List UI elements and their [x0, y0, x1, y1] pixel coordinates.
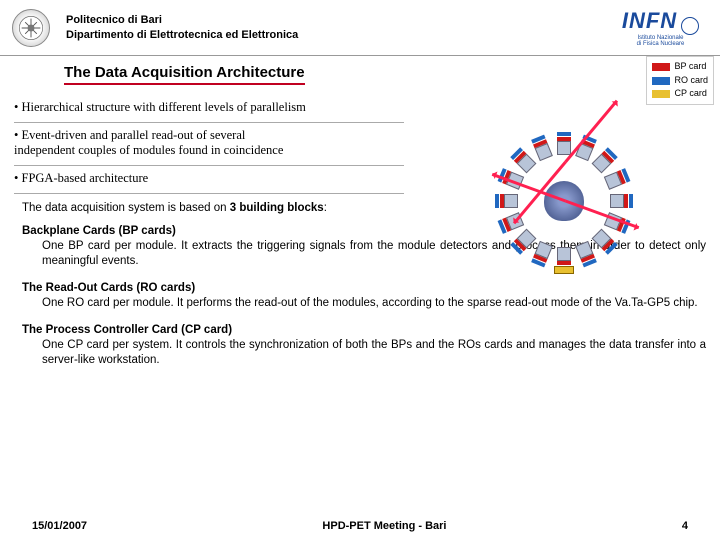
legend-ro-swatch — [652, 77, 670, 85]
detector-module — [600, 168, 631, 192]
poliba-logo — [12, 9, 50, 47]
institution-name: Politecnico di Bari — [66, 13, 613, 28]
header-text: Politecnico di Bari Dipartimento di Elet… — [66, 13, 613, 43]
detector-module — [589, 226, 619, 256]
infn-text: INFN — [622, 8, 677, 33]
slide-header: Politecnico di Bari Dipartimento di Elet… — [0, 0, 720, 56]
footer-date: 15/01/2007 — [32, 520, 87, 532]
department-name: Dipartimento di Elettrotecnica ed Elettr… — [66, 28, 613, 43]
ring-diagram: BP card RO card CP card — [424, 56, 714, 271]
slide-title: The Data Acquisition Architecture — [64, 64, 305, 85]
legend-bp-swatch — [652, 63, 670, 71]
infn-sub2: di Fisica Nucleare — [637, 41, 685, 47]
legend-ro: RO card — [652, 74, 708, 88]
legend-bp: BP card — [652, 60, 708, 74]
bullet-1: • Hierarchical structure with different … — [14, 95, 404, 123]
slide-content: The Data Acquisition Architecture • Hier… — [0, 56, 720, 368]
block-ro: The Read-Out Cards (RO cards) One RO car… — [22, 281, 706, 311]
detector-module — [574, 238, 598, 269]
block-cp-title: The Process Controller Card (CP card) — [22, 324, 232, 336]
block-bp-title: Backplane Cards (BP cards) — [22, 225, 176, 237]
block-cp: The Process Controller Card (CP card) On… — [22, 323, 706, 368]
footer-meeting: HPD-PET Meeting - Bari — [322, 520, 446, 532]
legend-cp: CP card — [652, 87, 708, 101]
block-ro-title: The Read-Out Cards (RO cards) — [22, 282, 195, 294]
bullet-2: • Event-driven and parallel read-out of … — [14, 123, 404, 166]
detector-module — [606, 194, 634, 208]
cp-card-box — [554, 266, 574, 274]
block-ro-body: One RO card per module. It performs the … — [22, 296, 706, 311]
footer-page: 4 — [682, 520, 688, 532]
diagram-legend: BP card RO card CP card — [646, 56, 714, 105]
bullet-3: • FPGA-based architecture — [14, 166, 404, 194]
legend-cp-swatch — [652, 90, 670, 98]
detector-module — [494, 194, 522, 208]
infn-logo: INFN Istituto Nazionale di Fisica Nuclea… — [613, 8, 708, 47]
detector-module — [531, 238, 555, 269]
slide-footer: 15/01/2007 HPD-PET Meeting - Bari 4 — [0, 514, 720, 540]
block-cp-body: One CP card per system. It controls the … — [22, 338, 706, 368]
